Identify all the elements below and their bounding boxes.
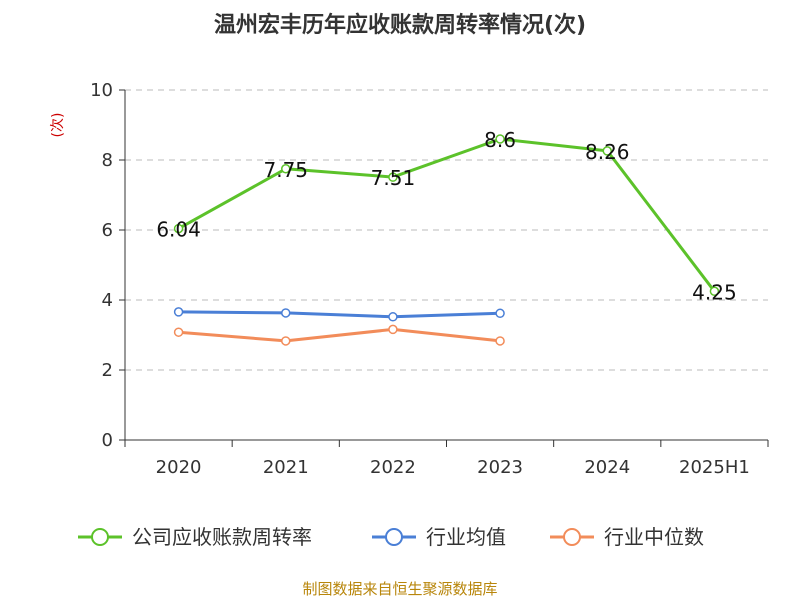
series-layer bbox=[173, 134, 720, 346]
legend-swatch-marker bbox=[91, 528, 109, 546]
x-tick-label: 2025H1 bbox=[679, 457, 750, 478]
legend[interactable]: 公司应收账款周转率 行业均值 行业中位数 bbox=[78, 525, 704, 549]
legend-swatch-marker bbox=[563, 528, 581, 546]
data-point-2-3 bbox=[495, 336, 505, 346]
data-point-2-2 bbox=[388, 324, 398, 335]
series-line-2 bbox=[178, 327, 501, 343]
data-point-1-3 bbox=[495, 308, 505, 319]
x-tick-label: 2023 bbox=[477, 457, 523, 478]
legend-item-1[interactable]: 行业均值 bbox=[372, 525, 506, 549]
y-tick-label: 10 bbox=[90, 80, 113, 101]
legend-label: 行业均值 bbox=[426, 525, 506, 549]
data-point-2-0 bbox=[173, 327, 184, 337]
data-point-1-2 bbox=[388, 312, 398, 322]
chart-title: 温州宏丰历年应收账款周转率情况(次) bbox=[214, 12, 586, 38]
y-tick-label: 0 bbox=[102, 430, 113, 451]
data-point-0-0 bbox=[173, 223, 184, 234]
data-point-2-1 bbox=[281, 336, 291, 346]
legend-label: 公司应收账款周转率 bbox=[132, 525, 312, 549]
data-label: 7.51 bbox=[371, 166, 416, 190]
y-tick-label: 6 bbox=[102, 220, 113, 241]
source-note: 制图数据来自恒生聚源数据库 bbox=[302, 580, 497, 598]
x-tick-label: 2022 bbox=[370, 457, 416, 478]
data-point-0-1 bbox=[281, 164, 291, 174]
x-tick-label: 2024 bbox=[584, 457, 630, 478]
legend-item-2[interactable]: 行业中位数 bbox=[550, 525, 704, 549]
y-tick-label: 4 bbox=[102, 290, 113, 311]
data-label: 8.6 bbox=[484, 128, 516, 152]
axis-layer: 0 2 4 6 8 10 2020 2021 2022 2023 2024 2025H1 bbox=[90, 80, 769, 478]
x-tick-label: 2021 bbox=[263, 457, 309, 478]
series-line-1 bbox=[178, 310, 501, 319]
y-tick-label: 8 bbox=[102, 150, 113, 171]
data-label: 8.26 bbox=[585, 140, 630, 164]
y-axis-label: (次) bbox=[50, 113, 66, 138]
data-point-0-2 bbox=[388, 172, 398, 182]
legend-item-0[interactable]: 公司应收账款周转率 bbox=[78, 525, 312, 549]
y-tick-label: 2 bbox=[102, 360, 113, 381]
x-tick-label: 2020 bbox=[156, 457, 202, 478]
legend-label: 行业中位数 bbox=[604, 525, 704, 549]
data-point-1-0 bbox=[173, 307, 184, 317]
data-point-0-3 bbox=[495, 134, 505, 144]
legend-swatch-marker bbox=[385, 528, 403, 546]
grid-layer bbox=[125, 89, 768, 371]
data-label: 6.04 bbox=[156, 218, 201, 242]
data-point-1-1 bbox=[281, 308, 291, 318]
data-label-layer: 6.04 7.75 7.51 8.6 8.26 4.25 bbox=[156, 128, 736, 304]
data-point-0-5 bbox=[709, 286, 720, 296]
data-label: 4.25 bbox=[692, 280, 737, 304]
data-label: 7.75 bbox=[263, 158, 308, 182]
series-line-0 bbox=[177, 137, 716, 293]
data-point-0-4 bbox=[602, 146, 612, 156]
